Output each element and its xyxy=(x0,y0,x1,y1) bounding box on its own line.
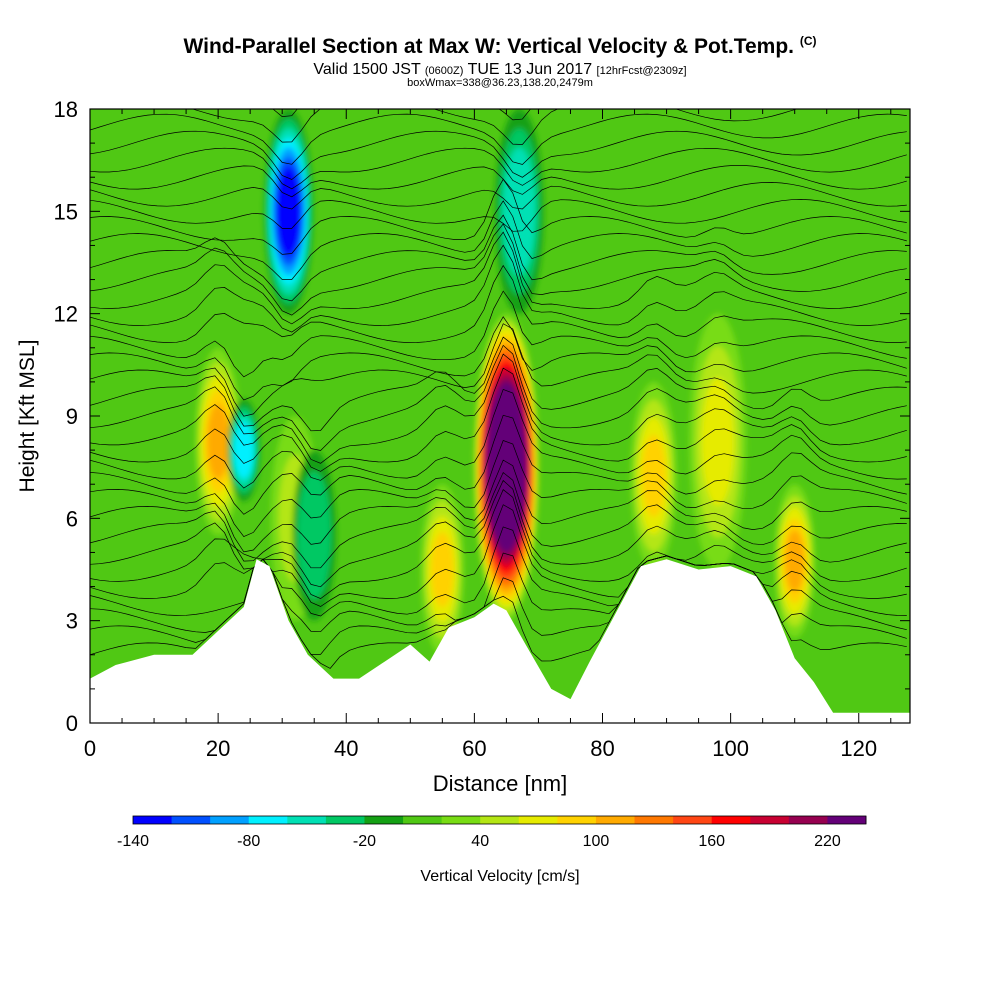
colorbar: -140 -80 -20 40 100 160 220 xyxy=(117,815,867,850)
theta-contour-line xyxy=(90,459,907,553)
downdraft-cell xyxy=(278,176,300,247)
forecast-info: [12hrFcst@2309z] xyxy=(596,65,687,77)
theta-contour-line xyxy=(90,316,907,401)
x-axis-label: Distance [nm] xyxy=(433,771,568,796)
y-tick-label: 0 xyxy=(66,711,78,736)
theta-contour-line xyxy=(90,244,907,333)
colorbar-swatch xyxy=(287,816,327,824)
colorbar-swatch xyxy=(248,816,288,824)
theta-contour-line xyxy=(90,165,907,198)
theta-contour-line xyxy=(90,200,907,280)
downdraft-cell xyxy=(301,492,327,579)
theta-contour-line xyxy=(90,113,907,165)
chart-subtitle-2: boxWmax=338@36.23,138.20,2479m xyxy=(407,77,593,89)
theta-contour-line xyxy=(90,479,907,588)
x-tick-label: 0 xyxy=(84,736,96,761)
x-axis: 0 20 40 60 80 100 120 xyxy=(84,109,892,761)
colorbar-tick-label: -20 xyxy=(353,833,376,850)
theta-contour-line xyxy=(90,182,907,210)
theta-contour-line xyxy=(90,489,907,600)
colorbar-swatch xyxy=(673,816,713,824)
y-tick-label: 3 xyxy=(66,609,78,634)
colorbar-label: Vertical Velocity [cm/s] xyxy=(420,868,579,885)
y-axis-label: Height [Kft MSL] xyxy=(16,340,39,493)
theta-contour-line xyxy=(90,367,907,472)
colorbar-tick-label: 220 xyxy=(814,833,841,850)
theta-contour-line xyxy=(90,388,907,489)
x-tick-label: 120 xyxy=(840,736,877,761)
terrain-mask xyxy=(90,559,910,723)
theta-contour-line xyxy=(90,344,907,451)
updraft-cell xyxy=(431,532,454,607)
colorbar-swatch xyxy=(364,816,404,824)
colorbar-swatch xyxy=(788,816,828,824)
theta-contour-line xyxy=(90,178,907,255)
theta-contours xyxy=(90,109,907,669)
colorbar-swatch xyxy=(480,816,520,824)
y-tick-label: 15 xyxy=(54,199,78,224)
theta-contour-line xyxy=(90,552,907,633)
y-tick-label: 18 xyxy=(54,97,78,122)
x-tick-label: 80 xyxy=(590,736,614,761)
colorbar-swatch xyxy=(325,816,365,824)
valid-utc: (0600Z) xyxy=(424,65,464,77)
colorbar-tick-label: -140 xyxy=(117,833,149,850)
colorbar-swatch xyxy=(634,816,674,824)
theta-contour-line xyxy=(90,214,907,302)
colorbar-swatch xyxy=(557,816,597,824)
copyright-mark: (C) xyxy=(799,34,817,48)
theta-contour-line xyxy=(90,130,907,180)
theta-contour-line xyxy=(90,336,907,432)
x-tick-label: 40 xyxy=(334,736,358,761)
y-tick-label: 9 xyxy=(66,404,78,429)
theta-contour-line xyxy=(90,504,907,607)
theta-contour-line xyxy=(90,526,907,617)
colorbar-tick-label: 100 xyxy=(583,833,610,850)
colorbar-tick-label: -80 xyxy=(237,833,260,850)
theta-contour-line xyxy=(90,199,907,232)
colorbar-tick-label: 160 xyxy=(698,833,725,850)
theta-contour-line xyxy=(90,414,907,515)
theta-contour-line xyxy=(90,323,907,417)
theta-contour-line xyxy=(90,231,907,325)
colorbar-frame xyxy=(132,815,867,825)
y-axis: 0 3 6 9 12 15 18 xyxy=(54,97,910,736)
theta-contour-line xyxy=(191,109,798,145)
theta-contour-line xyxy=(90,264,907,343)
colorbar-swatch xyxy=(210,816,250,824)
updraft-cell xyxy=(641,434,666,517)
x-tick-label: 20 xyxy=(206,736,230,761)
colorbar-swatch xyxy=(595,816,636,824)
colorbar-tick-label: 40 xyxy=(471,833,489,850)
theta-contour-line xyxy=(90,471,907,569)
downdraft-cell xyxy=(235,429,252,471)
theta-contour-line xyxy=(90,440,907,538)
x-tick-label: 60 xyxy=(462,736,486,761)
y-tick-label: 6 xyxy=(66,506,78,531)
colorbar-swatch xyxy=(827,816,867,824)
updraft-cell xyxy=(701,377,734,506)
theta-contour-line xyxy=(90,223,907,316)
colorbar-swatch xyxy=(750,816,790,824)
colorbar-swatch xyxy=(441,816,481,824)
theta-contour-line xyxy=(90,290,907,378)
chart-subtitle: Valid 1500 JST (0600Z) TUE 13 Jun 2017 [… xyxy=(313,61,687,78)
colorbar-swatch xyxy=(518,816,558,824)
updraft-cell xyxy=(493,422,520,513)
y-tick-label: 12 xyxy=(54,302,78,327)
chart-title: Wind-Parallel Section at Max W: Vertical… xyxy=(183,34,817,58)
colorbar-swatch xyxy=(403,816,443,824)
colorbar-swatch xyxy=(133,816,173,824)
colorbar-swatch xyxy=(711,816,751,824)
x-tick-label: 100 xyxy=(712,736,749,761)
theta-contour-line xyxy=(90,353,907,464)
colorbar-swatch xyxy=(171,816,211,824)
theta-contour-line xyxy=(90,147,907,190)
